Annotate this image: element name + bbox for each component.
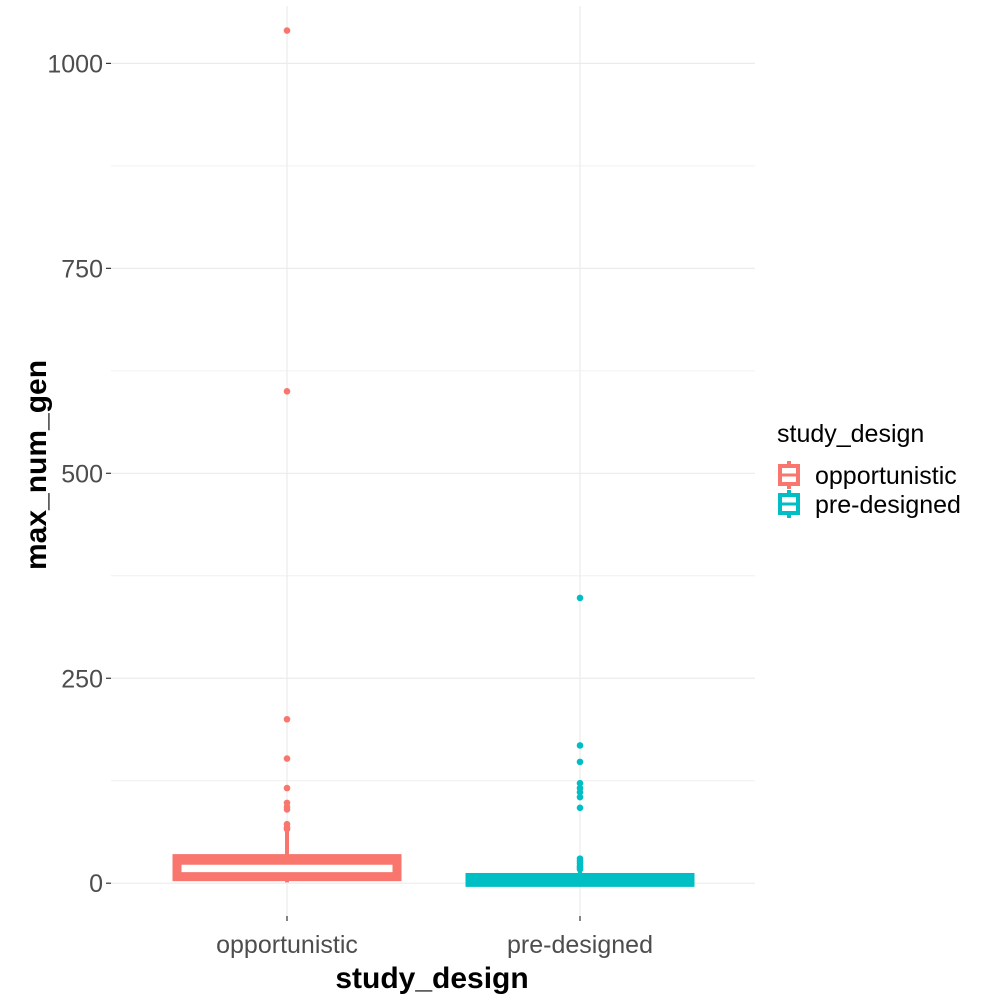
y-tick-label: 1000 [47, 50, 103, 78]
outlier-point [576, 865, 584, 873]
legend-key: pre-designed [778, 490, 961, 519]
x-axis-title: study_design [335, 962, 528, 995]
outlier-point [283, 27, 291, 34]
legend-label: opportunistic [815, 462, 957, 490]
y-tick-label: 250 [61, 665, 103, 693]
outlier-point [576, 779, 584, 787]
outlier-point [283, 715, 291, 723]
outlier-point [283, 755, 291, 762]
outlier-point [576, 804, 584, 812]
outlier-point [576, 793, 584, 801]
outlier-point [283, 388, 291, 395]
legend-label: pre-designed [815, 491, 961, 519]
y-axis-title: max_num_gen [20, 360, 53, 570]
outlier-point [576, 742, 584, 749]
outlier-point [283, 806, 291, 813]
outlier-point [576, 758, 584, 766]
outlier-points [283, 27, 584, 873]
x-tick-label: pre-designed [507, 931, 653, 959]
y-tick-label: 750 [61, 255, 103, 283]
outlier-point [283, 825, 291, 833]
y-tick-label: 500 [61, 460, 103, 488]
grid-lines [111, 6, 755, 916]
outlier-point [283, 784, 291, 792]
outlier-point [576, 594, 584, 602]
legend-key: opportunistic [778, 461, 957, 490]
legend-title: study_design [777, 420, 924, 448]
axis: 0 250 500 750 1000 opportunistic pre-designed [47, 50, 653, 959]
boxes [172, 831, 695, 887]
y-tick-label: 0 [89, 870, 103, 898]
x-tick-label: opportunistic [216, 931, 358, 959]
outlier-point [576, 788, 584, 796]
